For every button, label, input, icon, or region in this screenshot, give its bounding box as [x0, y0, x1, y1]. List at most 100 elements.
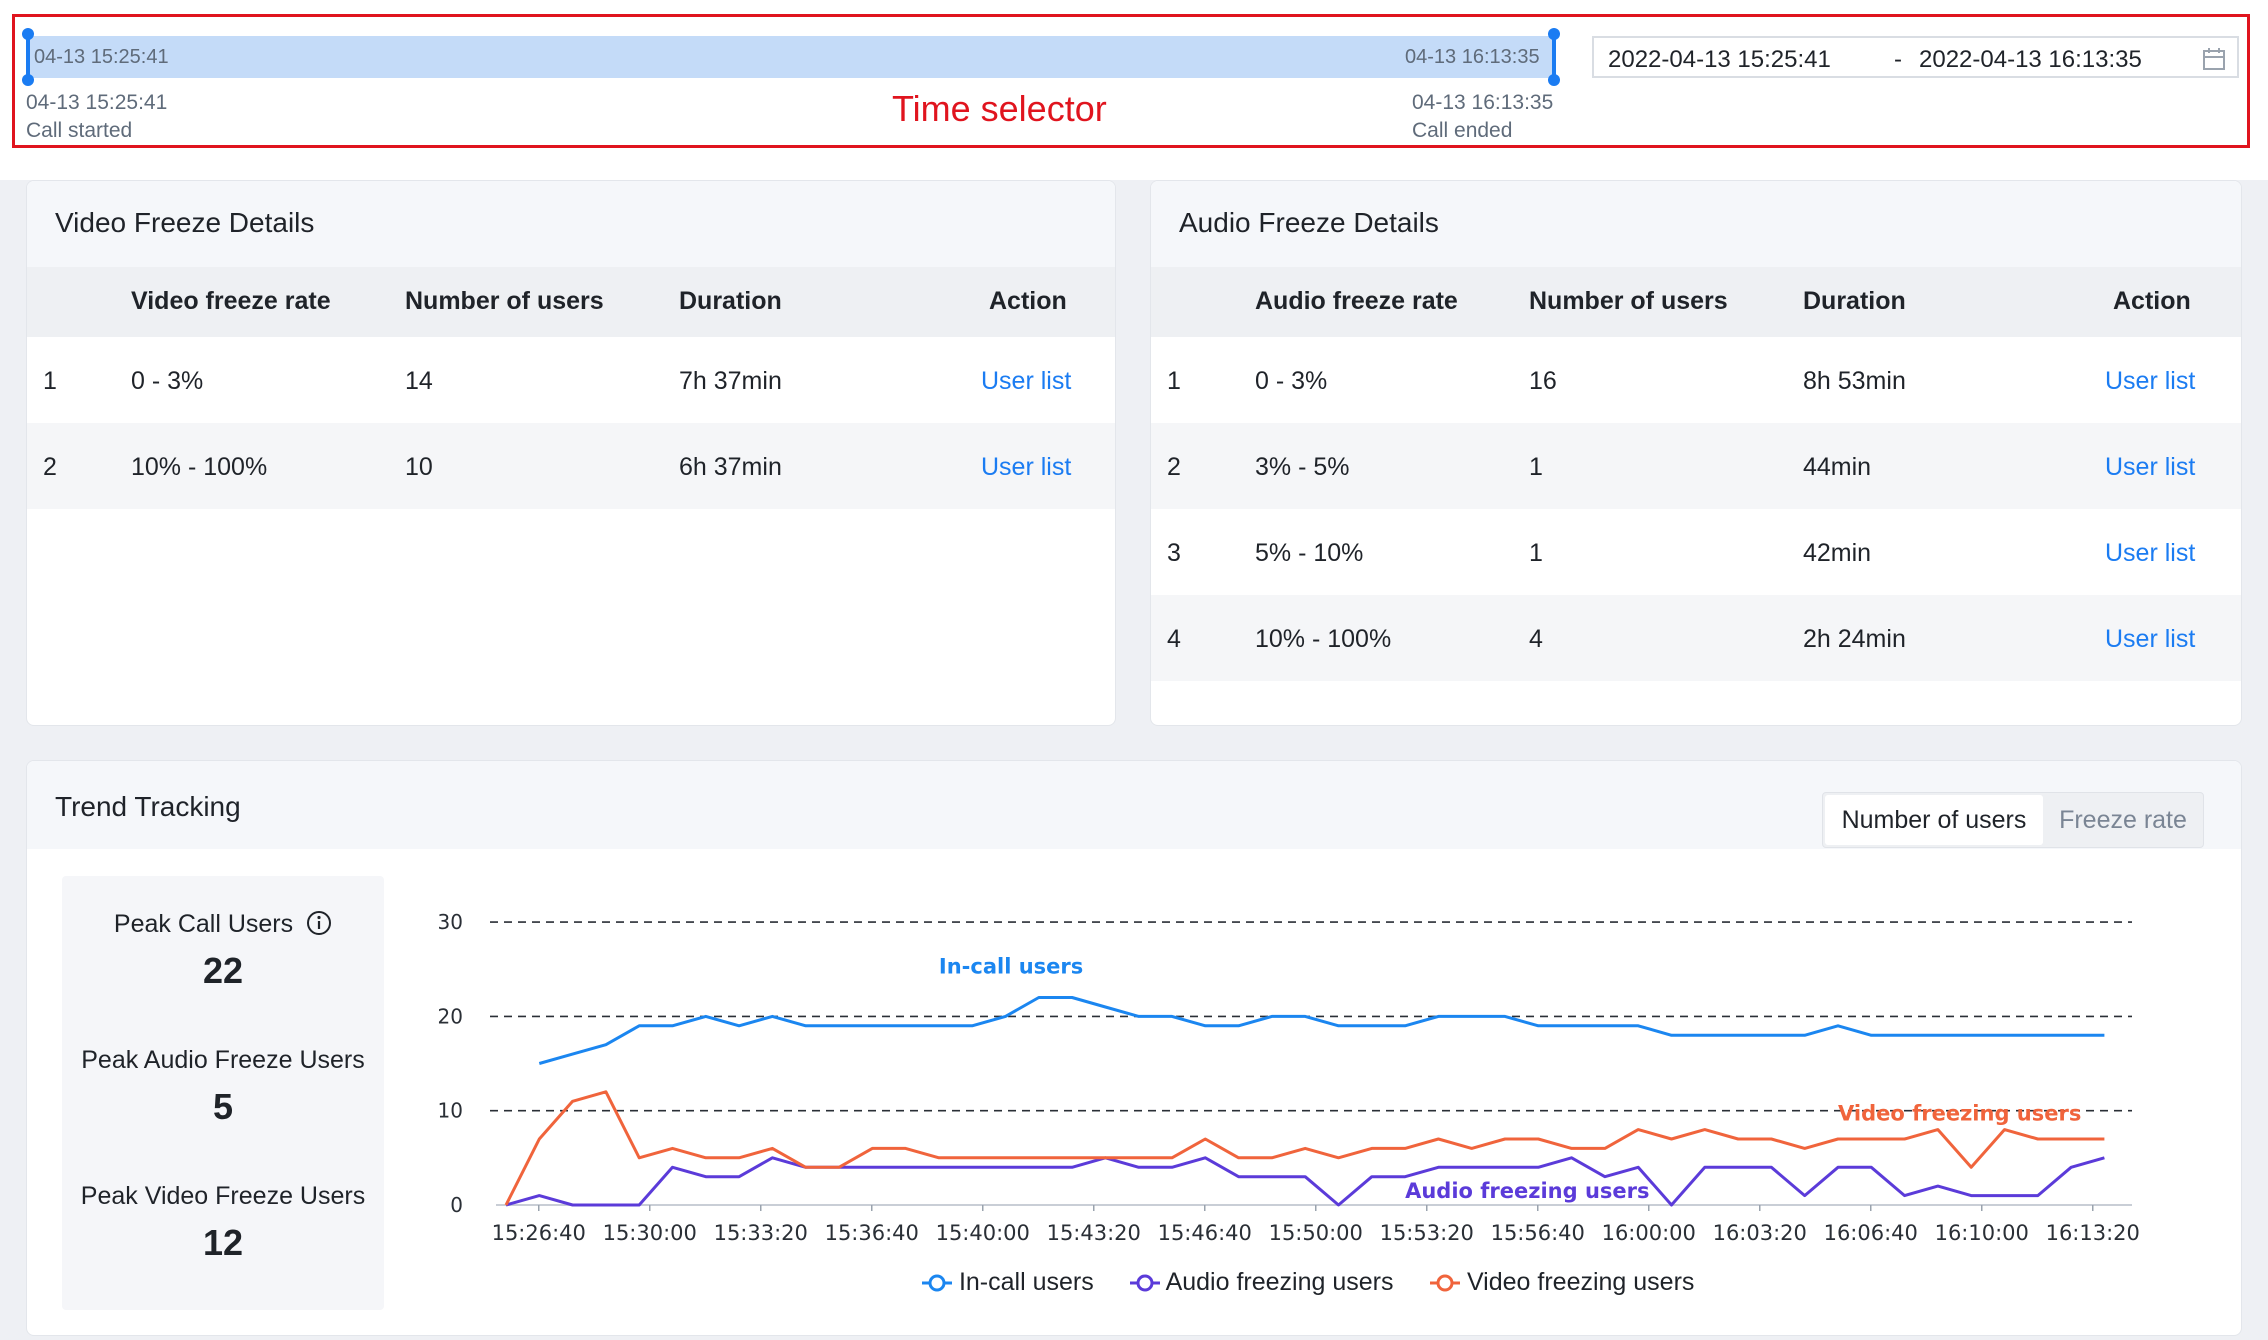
range-end-knob-bottom[interactable] — [1548, 74, 1560, 86]
legend-video-marker — [1430, 1274, 1460, 1292]
range-end-knob-top[interactable] — [1548, 28, 1560, 40]
range-separator: - — [1894, 46, 1902, 73]
info-icon[interactable] — [306, 910, 332, 936]
row-users: 10 — [405, 453, 433, 481]
x-tick-label: 15:43:20 — [1047, 1221, 1141, 1245]
legend-audio-marker — [1130, 1274, 1160, 1292]
audio-freeze-table-header: Audio freeze rate Number of users Durati… — [1151, 267, 2241, 337]
time-selector-annotation: Time selector — [892, 88, 1107, 129]
x-tick-label: 15:26:40 — [492, 1221, 586, 1245]
x-tick-label: 16:10:00 — [1935, 1221, 2029, 1245]
call-start-time: 04-13 15:25:41 — [26, 91, 168, 114]
col-action: Action — [2113, 287, 2191, 315]
video-freeze-header: Video Freeze Details — [27, 181, 1115, 267]
peak-stats-panel: Peak Call Users 22 Peak Audio Freeze Use… — [62, 876, 384, 1310]
range-start-knob-top[interactable] — [22, 28, 34, 40]
user-list-link[interactable]: User list — [2105, 453, 2196, 481]
range-end-handle[interactable] — [1552, 30, 1556, 82]
user-list-link[interactable]: User list — [2105, 367, 2196, 395]
series-label-incall: In-call users — [939, 955, 1083, 979]
x-tick-label: 15:53:20 — [1380, 1221, 1474, 1245]
x-tick-label: 15:50:00 — [1269, 1221, 1363, 1245]
video-freeze-card: Video Freeze Details Video freeze rate N… — [26, 180, 1116, 726]
x-tick-label: 15:36:40 — [825, 1221, 919, 1245]
toggle-freeze-rate[interactable]: Freeze rate — [2059, 806, 2187, 834]
time-range-track[interactable] — [28, 36, 1556, 78]
range-start-input[interactable]: 2022-04-13 15:25:41 — [1608, 46, 1831, 73]
row-rate: 3% - 5% — [1255, 453, 1350, 481]
row-rate: 10% - 100% — [1255, 625, 1392, 653]
row-duration: 8h 53min — [1803, 367, 1906, 395]
date-range-picker[interactable]: 2022-04-13 15:25:41 - 2022-04-13 16:13:3… — [1592, 36, 2239, 78]
legend-incall-label: In-call users — [958, 1268, 1094, 1296]
x-tick-label: 15:40:00 — [936, 1221, 1030, 1245]
audio-freeze-title: Audio Freeze Details — [1179, 207, 1439, 238]
series-label-video: Video freezing users — [1838, 1102, 2081, 1126]
table-row: 4 10% - 100% 4 2h 24min User list — [1151, 595, 2241, 681]
legend-incall[interactable]: In-call users — [922, 1268, 1094, 1297]
peak-call-users-text: Peak Call Users — [113, 910, 294, 938]
row-duration: 42min — [1803, 539, 1872, 567]
legend-incall-marker — [922, 1274, 952, 1292]
time-selector-bar — [0, 0, 2268, 180]
series-line-audio — [505, 1156, 2105, 1207]
trend-tracking-title: Trend Tracking — [55, 791, 241, 822]
user-list-link[interactable]: User list — [981, 453, 1072, 481]
series-label-audio: Audio freezing users — [1405, 1179, 1649, 1203]
metric-toggle: Number of users Freeze rate — [1822, 792, 2204, 848]
legend-audio[interactable]: Audio freezing users — [1130, 1268, 1393, 1297]
row-users: 1 — [1529, 539, 1543, 567]
col-video-freeze-rate: Video freeze rate — [131, 287, 331, 315]
range-end-input[interactable]: 2022-04-13 16:13:35 — [1919, 46, 2142, 73]
y-tick-label: 20 — [438, 1004, 463, 1028]
row-rate: 5% - 10% — [1255, 539, 1364, 567]
call-end-time: 04-13 16:13:35 — [1412, 91, 1554, 114]
toggle-number-of-users[interactable]: Number of users — [1825, 795, 2043, 845]
track-start-label: 04-13 15:25:41 — [34, 46, 169, 68]
track-end-label: 04-13 16:13:35 — [1405, 46, 1540, 68]
row-duration: 7h 37min — [679, 367, 782, 395]
row-users: 16 — [1529, 367, 1557, 395]
audio-freeze-header: Audio Freeze Details — [1151, 181, 2241, 267]
x-tick-label: 16:00:00 — [1602, 1221, 1696, 1245]
user-list-link[interactable]: User list — [2105, 625, 2196, 653]
row-duration: 6h 37min — [679, 453, 782, 481]
x-tick-label: 16:13:20 — [2046, 1221, 2140, 1245]
user-list-link[interactable]: User list — [981, 367, 1072, 395]
row-index: 2 — [1167, 453, 1181, 481]
table-row: 2 10% - 100% 10 6h 37min User list — [27, 423, 1115, 509]
time-selector-highlight — [12, 14, 2250, 148]
x-tick-label: 16:03:20 — [1713, 1221, 1807, 1245]
peak-audio-freeze-users-label: Peak Audio Freeze Users — [81, 1046, 365, 1074]
y-tick-label: 30 — [438, 910, 463, 934]
x-tick-label: 15:46:40 — [1158, 1221, 1252, 1245]
call-start-label: Call started — [26, 119, 133, 142]
peak-call-users-value: 22 — [202, 950, 244, 991]
audio-freeze-card: Audio Freeze Details Audio freeze rate N… — [1150, 180, 2242, 726]
row-rate: 0 - 3% — [1255, 367, 1328, 395]
row-rate: 10% - 100% — [131, 453, 268, 481]
x-tick-label: 15:33:20 — [714, 1221, 808, 1245]
range-start-handle[interactable] — [26, 30, 30, 82]
legend-video[interactable]: Video freezing users — [1430, 1268, 1694, 1297]
user-list-link[interactable]: User list — [2105, 539, 2196, 567]
peak-video-freeze-users-label: Peak Video Freeze Users — [80, 1182, 366, 1210]
y-tick-label: 10 — [438, 1099, 463, 1123]
row-index: 1 — [1167, 367, 1181, 395]
row-index: 3 — [1167, 539, 1181, 567]
x-tick-label: 15:56:40 — [1491, 1221, 1585, 1245]
col-number-of-users: Number of users — [1529, 287, 1728, 315]
peak-call-users-label: Peak Call Users — [62, 910, 384, 939]
range-start-knob-bottom[interactable] — [22, 74, 34, 86]
row-index: 2 — [43, 453, 57, 481]
row-users: 4 — [1529, 625, 1543, 653]
call-end-label: Call ended — [1412, 119, 1513, 142]
col-audio-freeze-rate: Audio freeze rate — [1255, 287, 1458, 315]
series-line-video — [504, 1090, 2105, 1206]
peak-video-freeze-users-value: 12 — [202, 1222, 244, 1263]
series-line-incall — [538, 996, 2105, 1065]
peak-audio-freeze-users-value: 5 — [212, 1086, 234, 1127]
calendar-icon[interactable] — [2202, 47, 2226, 71]
table-row: 1 0 - 3% 16 8h 53min User list — [1151, 337, 2241, 423]
